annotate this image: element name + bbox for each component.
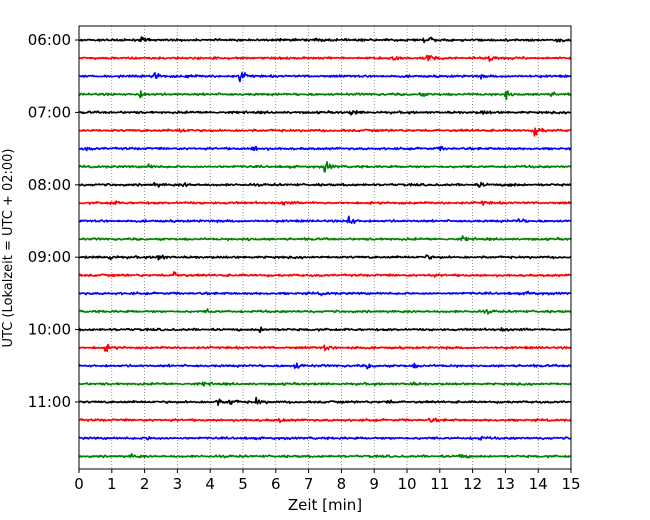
x-axis-ticks: 0 1 2 3 4 5 6 7 8 9 10 11 12 13 14 15 [74,469,581,493]
trace-0945 [78,308,572,315]
trace-1015 [78,343,572,353]
x-tick-label: 11 [430,475,449,493]
trace-0845 [78,235,572,242]
trace-0930 [78,290,572,297]
trace-1045 [78,381,572,387]
trace-0915 [78,271,572,278]
x-tick-label: 3 [173,475,183,493]
x-tick-label: 7 [304,475,314,493]
x-tick-label: 2 [140,475,150,493]
trace-1000 [78,326,572,334]
trace-0815 [78,200,572,207]
x-tick-label: 8 [337,475,347,493]
y-tick-label: 09:00 [28,248,71,266]
trace-0700 [78,109,572,116]
trace-0800 [78,181,572,188]
x-tick-label: 0 [74,475,84,493]
trace-0730 [78,145,572,152]
trace-1100 [78,396,572,407]
y-tick-label: 06:00 [28,31,71,49]
y-axis-ticks: 06:00 07:00 08:00 09:00 10:00 11:00 [28,31,79,411]
x-tick-label: 5 [238,475,248,493]
trace-0830 [78,215,572,225]
x-tick-label: 6 [271,475,281,493]
x-tick-label: 4 [205,475,215,493]
trace-0745 [78,161,572,173]
grid-lines [111,26,539,469]
x-tick-label: 1 [107,475,117,493]
trace-1030 [78,362,572,370]
x-tick-label: 15 [561,475,580,493]
plot-frame [78,25,572,470]
trace-0900 [78,254,572,261]
trace-0645 [78,90,572,101]
x-tick-label: 12 [463,475,482,493]
x-tick-label: 14 [529,475,548,493]
trace-0715 [78,127,572,137]
y-tick-label: 08:00 [28,176,71,194]
y-axis-label: UTC (Lokalzeit = UTC + 02:00) [1,149,16,348]
y-tick-label: 11:00 [28,393,71,411]
x-axis-label: Zeit [min] [288,496,362,514]
x-tick-label: 9 [369,475,379,493]
trace-0615 [78,54,572,63]
x-tick-label: 10 [397,475,416,493]
y-tick-label: 10:00 [28,321,71,339]
trace-0600 [78,36,572,44]
seismogram-traces [78,36,572,459]
trace-0630 [78,71,572,83]
x-tick-label: 13 [496,475,515,493]
trace-1145 [78,453,572,459]
trace-1115 [78,417,572,424]
trace-1130 [78,435,572,441]
y-tick-label: 07:00 [28,103,71,121]
